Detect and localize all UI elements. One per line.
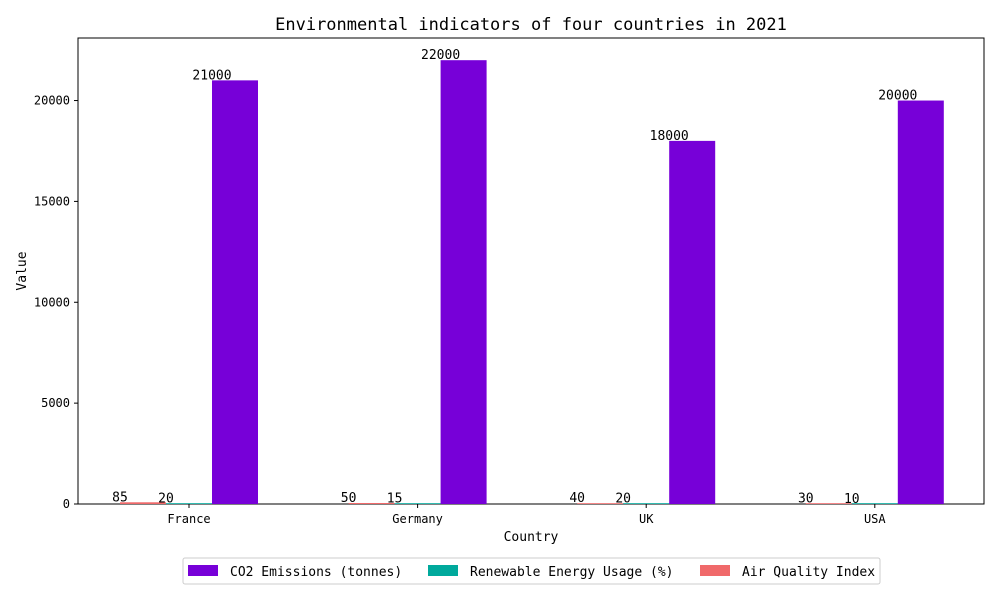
bar-france-series-1: [166, 503, 212, 504]
plot-area: 0 5000 10000 15000 20000 France 85 20 21000 Germa…: [34, 37, 985, 526]
legend-label-series-2: CO2 Emissions (tonnes): [230, 565, 402, 580]
data-label-germany-series-2: 22000: [421, 48, 460, 63]
y-tick-label: 0: [63, 497, 70, 511]
data-label-usa-series-2: 20000: [878, 89, 917, 104]
x-axis-label: Country: [504, 530, 559, 545]
bar-france-series-2: [212, 80, 258, 504]
data-label-uk-series-0: 40: [569, 491, 585, 506]
y-tick-label: 20000: [34, 94, 70, 108]
data-label-germany-series-1: 15: [387, 492, 403, 507]
y-tick-label: 5000: [41, 396, 70, 410]
legend-swatch-series-0: [700, 565, 730, 576]
legend-label-series-0: Air Quality Index: [742, 565, 875, 580]
bar-usa-series-0: [805, 503, 852, 504]
legend-swatch-series-2: [188, 565, 218, 576]
legend-swatch-series-1: [428, 565, 458, 576]
data-label-usa-series-0: 30: [798, 491, 814, 506]
x-tick-label-germany: Germany: [392, 512, 443, 526]
y-axis-label: Value: [15, 251, 30, 290]
data-label-france-series-2: 21000: [192, 68, 231, 83]
y-tick-label: 15000: [34, 194, 70, 208]
x-tick-label-usa: USA: [864, 512, 886, 526]
legend-box: [182, 557, 881, 585]
legend-label-series-1: Renewable Energy Usage (%): [470, 565, 674, 580]
bar-germany-series-2: [440, 60, 487, 504]
data-label-germany-series-0: 50: [341, 491, 357, 506]
bar-uk-series-2: [669, 140, 716, 504]
data-label-uk-series-2: 18000: [650, 129, 689, 144]
data-label-uk-series-1: 20: [615, 492, 631, 507]
bar-uk-series-0: [577, 503, 624, 504]
bar-usa-series-2: [897, 100, 944, 504]
plot-frame: [77, 37, 985, 505]
x-tick-label-france: France: [167, 512, 210, 526]
data-label-usa-series-1: 10: [844, 492, 860, 507]
bar-germany-series-0: [348, 502, 395, 504]
y-tick-label: 10000: [34, 295, 70, 309]
data-label-france-series-0: 85: [112, 490, 128, 505]
bar-usa-series-1: [851, 503, 898, 504]
data-label-france-series-1: 20: [158, 492, 174, 507]
legend: CO2 Emissions (tonnes) Renewable Energy U…: [182, 557, 881, 585]
chart-title: Environmental indicators of four countri…: [275, 15, 787, 35]
bar-france-series-0: [120, 502, 166, 504]
bar-uk-series-1: [623, 503, 670, 504]
x-tick-label-uk: UK: [639, 512, 654, 526]
bar-germany-series-1: [394, 503, 441, 504]
